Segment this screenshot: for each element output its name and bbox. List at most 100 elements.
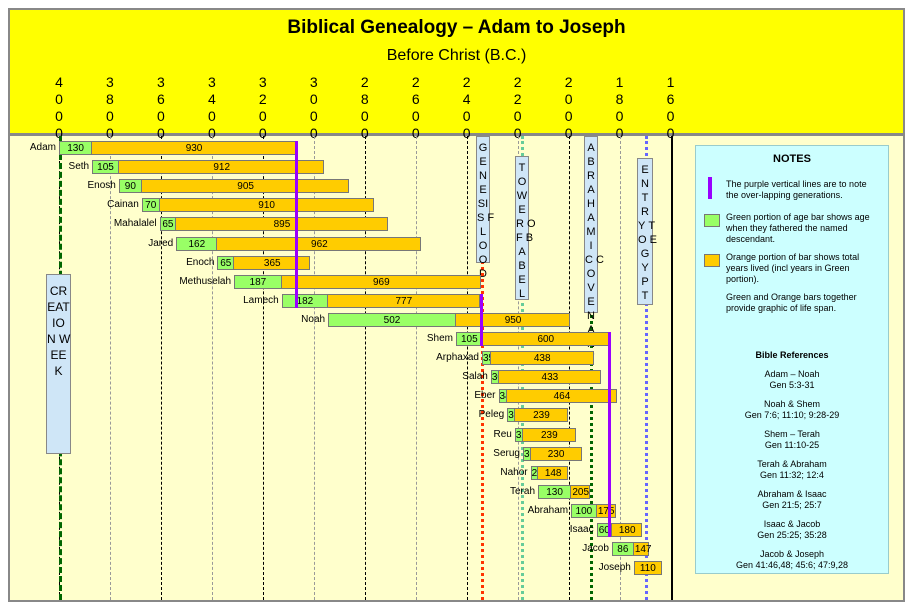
axis-tick-label: 3400 [207,74,216,141]
note-purple: The purple vertical lines are to note th… [726,179,867,200]
reference-verses: Gen 11:32; 12:4 [760,470,824,480]
lifespan-bar: 239 [507,408,569,423]
person-name: Arphaxad [436,352,479,364]
lifespan-label: 600 [537,334,555,345]
lifespan-label: 365 [263,257,281,269]
person-name: Salah [462,371,488,383]
fathered-bar: 162 [176,236,218,251]
end-line [670,136,673,600]
lifespan-label: 464 [553,391,571,403]
reference-title: Noah & Shem [763,399,821,409]
lifespan-label: 239 [533,410,550,422]
axis-tick-label: 2800 [360,74,369,141]
reference-verses: Gen 41:46,48; 45:6; 47:9,28 [735,560,849,570]
axis-tick-label: 4000 [55,74,63,141]
reference-verses: Gen 11:10-25 [764,440,820,450]
axis-tick-label: 2200 [513,74,522,141]
fathered-bar: 30 [490,370,499,385]
lifespan-label: 895 [273,219,291,231]
person-name: Serug [493,447,520,459]
fathered-bar: 70 [141,198,160,213]
overlap-line [294,141,298,308]
person-name: Cainan [107,199,139,211]
fathered-bar: 32 [514,427,523,442]
lifespan-bar: 110 [633,561,662,576]
person-name: Noah [301,313,326,325]
reference-item: Jacob & Joseph Gen 41:46,48; 45:6; 47:9,2… [696,549,888,571]
fathered-bar: 86 [611,542,634,557]
reference-verses: Gen 7:6; 11:10; 9:28-29 [744,410,840,420]
reference-title: Jacob & Joseph [759,549,825,559]
lifespan-label: 433 [541,372,559,384]
axis-tick-label: 2600 [411,74,420,141]
fathered-bar: 30 [507,408,515,423]
lifespan-label: 777 [395,295,413,307]
reference-item: Isaac & Jacob Gen 25:25; 35:28 [696,519,888,541]
fathered-bar: 187 [234,274,282,289]
axis-tick-label: 1600 [666,74,675,141]
fathered-bar: 35 [481,351,491,366]
fathered-bar: 34 [498,389,508,404]
orange-swatch-icon [704,254,720,267]
gridline [313,136,315,600]
axis-tick-label: 3200 [258,74,267,141]
reference-verses: Gen 25:25; 35:28 [757,530,827,540]
reference-verses: Gen 5:3-31 [769,380,815,390]
fathered-bar: 90 [118,179,142,194]
reference-item: Shem – Terah Gen 11:10-25 [696,429,888,451]
overlap-line [607,332,611,537]
fathered-bar: 65 [217,255,235,270]
person-name: Jared [148,237,174,249]
chart-frame: Biblical Genealogy – Adam to Joseph Befo… [8,8,905,602]
axis-tick-label: 3800 [106,74,114,141]
note-together: Green and Orange bars together provide g… [726,292,857,313]
lifespan-label: 110 [639,563,656,575]
lifespan-bar: 930 [59,141,296,155]
fathered-bar: 105 [455,332,483,346]
event-label-box: GENESIS FLOOD [476,136,494,280]
lifespan-bar: 239 [514,427,576,442]
person-name: Isaac [569,524,594,535]
notes-title: NOTES [773,153,811,165]
lifespan-bar: 895 [159,217,388,232]
refs-title: Bible References [755,350,829,360]
lifespan-label: 239 [541,429,558,441]
event-line [480,136,484,600]
event-line [589,136,593,600]
person-name: Joseph [598,562,631,574]
gridline [619,136,621,600]
lifespan-bar: 777 [281,293,480,308]
notes-panel: NOTES The purple vertical lines are to n… [695,145,889,574]
person-name: Eber [474,390,496,402]
lifespan-bar: 464 [498,389,617,404]
person-name: Seth [68,161,90,173]
reference-title: Shem – Terah [764,429,820,439]
event-line [644,136,648,600]
lifespan-label: 175 [597,505,615,517]
chart-subtitle: Before Christ (B.C.) [386,47,527,64]
person-name: Lamech [243,294,279,306]
fathered-bar: 502 [328,312,456,327]
event-label-box: ENTRY TO EGYPT [637,158,657,305]
person-name: Peleg [478,409,505,421]
chart-header: Biblical Genealogy – Adam to Joseph Befo… [10,10,903,141]
person-name: Reu [493,428,512,440]
lifespan-bar: 230 [522,446,582,461]
person-name: Nahor [500,466,528,478]
purple-line-legend-icon [708,177,712,199]
note-orange: Orange portion of bar shows total years … [726,252,860,284]
reference-title: Isaac & Jacob [763,519,821,529]
person-name: Adam [29,142,56,153]
gridline [364,136,366,600]
lifespan-bar: 905 [118,179,350,194]
lifespan-bar: 912 [92,160,325,175]
gridline [160,136,162,600]
axis-tick-label: 2000 [564,74,573,141]
fathered-bar: 29 [530,465,538,480]
gridline [466,136,468,600]
lifespan-label: 230 [547,448,565,460]
lifespan-bar: 365 [217,255,311,270]
fathered-bar: 130 [538,484,572,499]
green-swatch-icon [704,214,720,227]
axis-tick-label: 2400 [462,74,471,141]
